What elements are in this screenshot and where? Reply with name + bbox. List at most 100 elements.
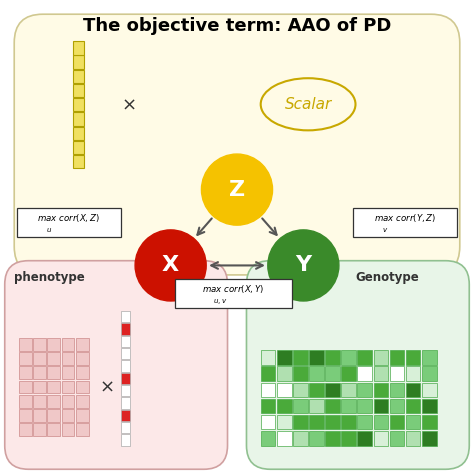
Bar — [47, 395, 60, 408]
Bar — [261, 431, 275, 446]
Bar — [357, 399, 372, 413]
FancyBboxPatch shape — [14, 14, 460, 275]
Text: phenotype: phenotype — [14, 271, 85, 284]
Bar — [62, 338, 74, 351]
Bar — [293, 399, 308, 413]
Bar — [357, 415, 372, 429]
Bar — [73, 70, 84, 83]
Bar — [33, 352, 46, 365]
Bar — [121, 336, 130, 347]
Bar — [47, 366, 60, 379]
Bar — [341, 415, 356, 429]
Bar — [47, 423, 60, 436]
Bar — [357, 366, 372, 381]
Bar — [73, 98, 84, 111]
Bar — [341, 431, 356, 446]
Text: $\times$: $\times$ — [121, 95, 135, 113]
Bar — [76, 409, 89, 422]
Bar — [73, 55, 84, 69]
Bar — [374, 415, 388, 429]
Bar — [19, 338, 32, 351]
Bar — [121, 311, 130, 322]
Bar — [390, 415, 404, 429]
Bar — [390, 350, 404, 365]
Bar — [277, 366, 292, 381]
Bar — [341, 399, 356, 413]
Bar — [76, 338, 89, 351]
Bar — [406, 415, 420, 429]
Bar — [76, 395, 89, 408]
Bar — [73, 155, 84, 168]
Bar — [121, 410, 130, 421]
FancyBboxPatch shape — [17, 208, 121, 237]
Text: The objective term: AAO of PD: The objective term: AAO of PD — [83, 17, 391, 35]
Bar — [341, 350, 356, 365]
Text: $\times$: $\times$ — [100, 377, 114, 395]
FancyBboxPatch shape — [175, 279, 292, 308]
Bar — [422, 366, 437, 381]
Bar — [261, 383, 275, 397]
Bar — [76, 366, 89, 379]
Text: $u$: $u$ — [46, 226, 52, 234]
Bar — [33, 338, 46, 351]
Bar — [277, 399, 292, 413]
FancyBboxPatch shape — [353, 208, 457, 237]
Bar — [47, 381, 60, 393]
Bar — [33, 395, 46, 408]
Text: $u, v$: $u, v$ — [213, 297, 227, 306]
Circle shape — [268, 230, 339, 301]
Bar — [19, 395, 32, 408]
Bar — [374, 383, 388, 397]
Bar — [33, 366, 46, 379]
Text: X: X — [162, 255, 179, 275]
Bar — [121, 373, 130, 384]
Bar — [357, 383, 372, 397]
Bar — [406, 366, 420, 381]
Bar — [19, 352, 32, 365]
Bar — [341, 366, 356, 381]
Bar — [422, 350, 437, 365]
Bar — [73, 112, 84, 126]
Text: $v$: $v$ — [382, 226, 389, 234]
Circle shape — [135, 230, 206, 301]
Bar — [293, 366, 308, 381]
Bar — [422, 415, 437, 429]
Bar — [293, 350, 308, 365]
Ellipse shape — [261, 78, 356, 130]
Bar — [76, 352, 89, 365]
Bar — [309, 366, 324, 381]
Bar — [19, 409, 32, 422]
Bar — [374, 399, 388, 413]
Bar — [261, 366, 275, 381]
Bar — [121, 323, 130, 335]
Bar — [293, 383, 308, 397]
Bar — [309, 350, 324, 365]
Bar — [121, 397, 130, 409]
Bar — [73, 127, 84, 140]
Bar — [121, 434, 130, 446]
Bar — [374, 431, 388, 446]
Bar — [325, 431, 340, 446]
Text: Genotype: Genotype — [356, 271, 419, 284]
Bar — [19, 423, 32, 436]
Bar — [406, 431, 420, 446]
Bar — [33, 423, 46, 436]
Bar — [76, 381, 89, 393]
Bar — [325, 415, 340, 429]
Bar — [309, 431, 324, 446]
Bar — [309, 399, 324, 413]
Bar — [121, 348, 130, 359]
Bar — [277, 415, 292, 429]
Bar — [62, 395, 74, 408]
Bar — [293, 415, 308, 429]
Bar — [33, 381, 46, 393]
Bar — [341, 383, 356, 397]
Bar — [357, 431, 372, 446]
Bar — [62, 381, 74, 393]
Bar — [47, 409, 60, 422]
FancyBboxPatch shape — [5, 261, 228, 469]
Text: Z: Z — [229, 180, 245, 200]
Bar — [325, 399, 340, 413]
Bar — [390, 366, 404, 381]
Bar — [293, 431, 308, 446]
